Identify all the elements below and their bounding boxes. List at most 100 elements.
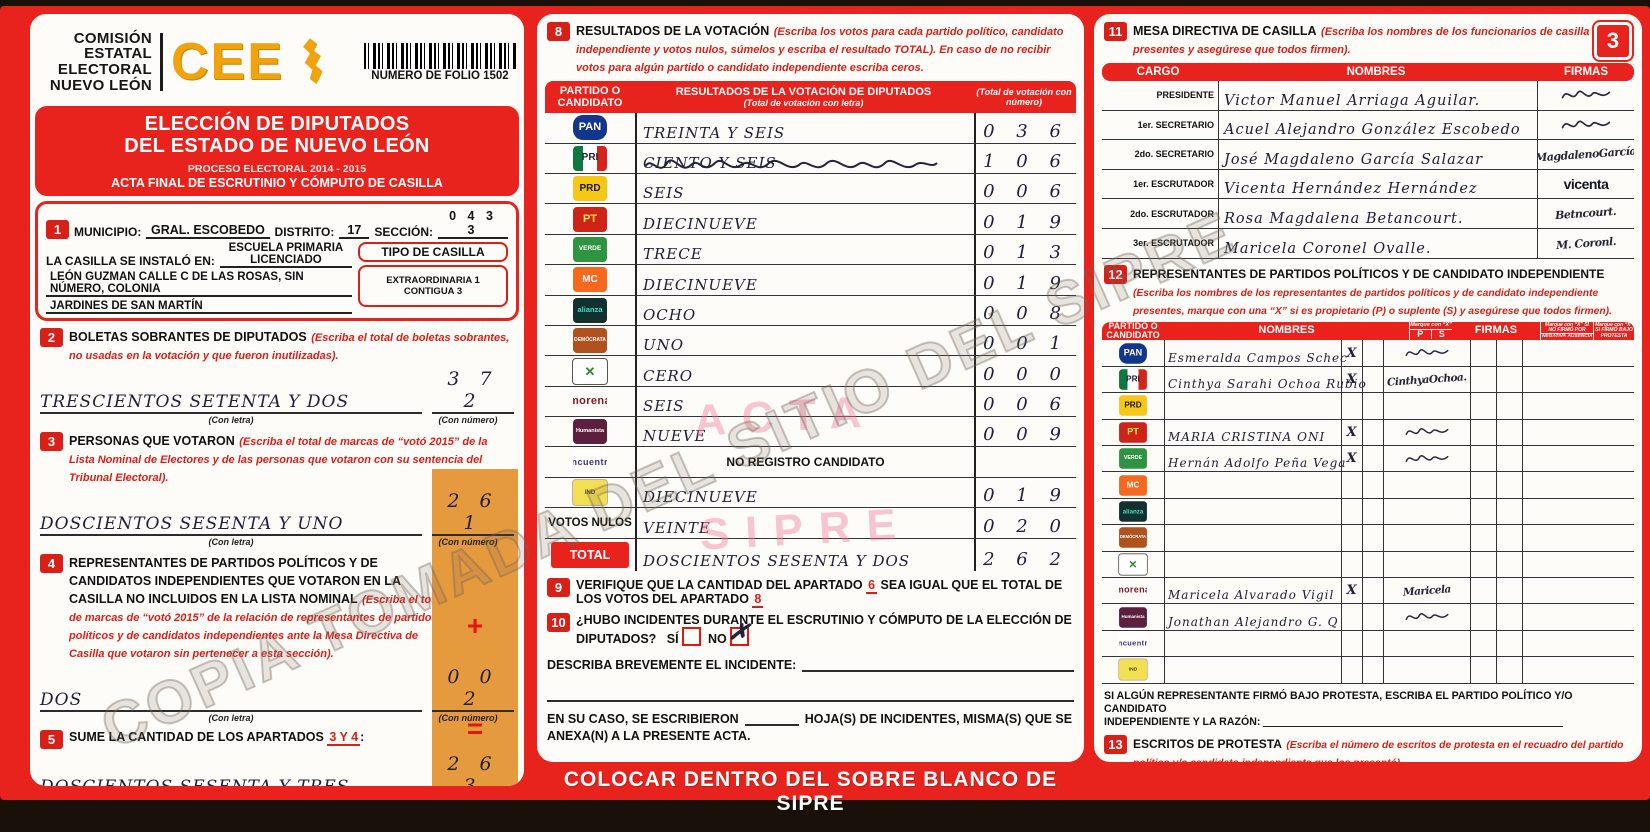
negativa-cell[interactable] (1471, 525, 1497, 551)
ausencia-cell[interactable] (1497, 419, 1523, 445)
negativa-cell[interactable] (1471, 577, 1497, 604)
nombre-field[interactable]: Acuel Alejandro González Escobedo (1219, 110, 1538, 140)
firma-field[interactable] (1384, 446, 1471, 472)
vote-row-numero-field[interactable]: 1 0 6 (983, 150, 1069, 172)
suplente-checkbox[interactable] (1363, 630, 1384, 657)
ausencia-cell[interactable] (1497, 630, 1523, 657)
seccion-value[interactable]: 0 4 3 3 (438, 209, 508, 239)
hojas-count-field[interactable] (744, 710, 799, 726)
incidente-line-1[interactable] (802, 656, 1074, 672)
section-2-letra-field[interactable]: TRESCIENTOS SETENTA Y DOS (40, 390, 422, 414)
vote-row-letra-field[interactable]: DOSCIENTOS SESENTA Y DOS (637, 538, 976, 571)
bajo-protesta-cell[interactable] (1523, 472, 1634, 497)
nombre-field[interactable]: MARIA CRISTINA ONI (1165, 419, 1342, 445)
bajo-protesta-cell[interactable] (1523, 340, 1634, 365)
nombre-field[interactable]: Maricela Alvarado Vigil (1165, 577, 1342, 604)
suplente-checkbox[interactable] (1363, 366, 1384, 393)
vote-row-letra-field[interactable]: SEIS (637, 386, 976, 417)
suplente-checkbox[interactable] (1363, 393, 1384, 419)
bajo-protesta-line[interactable] (1263, 725, 1564, 727)
propietario-checkbox[interactable] (1342, 498, 1363, 525)
ausencia-cell[interactable] (1497, 366, 1523, 393)
ausencia-cell[interactable] (1497, 498, 1523, 525)
firma-field[interactable] (1384, 604, 1471, 630)
nombre-field[interactable]: Victor Manuel Arriaga Aguilar. (1219, 81, 1538, 110)
suplente-checkbox[interactable] (1363, 551, 1384, 577)
suplente-checkbox[interactable] (1363, 525, 1384, 551)
ausencia-cell[interactable] (1497, 657, 1523, 683)
vote-row-numero-field[interactable]: 0 0 6 (983, 394, 1069, 416)
firma-field[interactable]: CinthyaOchoa. (1384, 366, 1471, 393)
section-3-letra-field[interactable]: DOSCIENTOS SESENTA Y UNO (40, 512, 422, 536)
vote-row-numero-field[interactable]: 0 1 3 (983, 242, 1069, 264)
ausencia-cell[interactable] (1497, 340, 1523, 366)
section-5-numero-field[interactable]: 2 6 3 (432, 753, 514, 786)
propietario-checkbox[interactable] (1342, 472, 1363, 498)
vote-row-numero-field[interactable]: 0 3 6 (983, 120, 1069, 142)
negativa-cell[interactable] (1471, 498, 1497, 525)
propietario-checkbox[interactable]: X (1342, 446, 1363, 472)
vote-row-letra-field[interactable]: NO REGISTRO CANDIDATO (637, 447, 976, 477)
bajo-protesta-cell[interactable] (1523, 393, 1634, 418)
no-checkbox[interactable]: ✗ (727, 615, 752, 647)
firma-field[interactable] (1384, 393, 1471, 419)
bajo-protesta-cell[interactable] (1523, 420, 1634, 445)
nombre-field[interactable]: Esmeralda Campos Schec (1165, 340, 1347, 366)
negativa-cell[interactable] (1471, 604, 1497, 630)
propietario-checkbox[interactable] (1342, 551, 1363, 577)
firma-field[interactable]: MagdalenoGarcía (1538, 144, 1634, 165)
vote-row-letra-field[interactable]: VEINTE (637, 508, 976, 538)
vote-row-letra-field[interactable]: DIECINUEVE (637, 477, 976, 508)
firma-field[interactable] (1384, 551, 1471, 577)
ausencia-cell[interactable] (1497, 525, 1523, 551)
vote-row-numero-field[interactable]: 0 0 6 (983, 181, 1069, 203)
ausencia-cell[interactable] (1497, 604, 1523, 630)
nombre-field[interactable] (1165, 393, 1342, 419)
suplente-checkbox[interactable] (1363, 498, 1384, 525)
bajo-protesta-cell[interactable] (1523, 525, 1634, 550)
instalada-line1[interactable]: ESCUELA PRIMARIA LICENCIADO (219, 242, 352, 268)
suplente-checkbox[interactable] (1363, 472, 1384, 498)
bajo-protesta-cell[interactable] (1523, 604, 1634, 629)
bajo-protesta-cell[interactable] (1523, 499, 1634, 524)
negativa-cell[interactable] (1471, 393, 1497, 419)
vote-row-letra-field[interactable]: DIECINUEVE (637, 265, 976, 295)
propietario-checkbox[interactable] (1342, 630, 1363, 657)
negativa-cell[interactable] (1471, 657, 1497, 683)
nombre-field[interactable]: Hernán Adolfo Peña Vega (1165, 446, 1345, 472)
vote-row-letra-field[interactable]: TRECE (637, 234, 976, 265)
vote-row-numero-field[interactable]: 0 1 9 (983, 485, 1069, 507)
propietario-checkbox[interactable]: X (1342, 366, 1363, 393)
firma-field[interactable]: M. Coronl. (1555, 234, 1617, 252)
bajo-protesta-cell[interactable] (1523, 446, 1634, 471)
section-2-numero-field[interactable]: 3 7 2 (432, 368, 514, 414)
propietario-checkbox[interactable] (1342, 393, 1363, 419)
suplente-checkbox[interactable] (1363, 604, 1384, 630)
nombre-field[interactable]: Vicenta Hernández Hernández (1219, 169, 1538, 199)
firma-field[interactable] (1384, 472, 1471, 498)
vote-row-numero-field[interactable]: 0 1 9 (983, 272, 1069, 294)
propietario-checkbox[interactable] (1342, 657, 1363, 683)
vote-row-letra-field[interactable]: NUEVE (637, 417, 976, 447)
firma-field[interactable] (1384, 340, 1471, 366)
vote-row-letra-field[interactable]: CERO (637, 356, 976, 386)
vote-row-numero-field[interactable]: 0 0 9 (983, 424, 1069, 446)
section-4-numero-field[interactable]: 0 0 2 (432, 666, 514, 712)
firma-field[interactable] (1384, 630, 1471, 657)
firma-field[interactable] (1384, 498, 1471, 525)
firma-field[interactable] (1538, 81, 1634, 110)
instalada-line2[interactable]: LEÓN GUZMAN CALLE C DE LAS ROSAS, SIN NÚ… (46, 271, 352, 297)
negativa-cell[interactable] (1471, 340, 1497, 366)
distrito-value[interactable]: 17 (339, 223, 370, 239)
ausencia-cell[interactable] (1497, 446, 1523, 472)
bajo-protesta-cell[interactable] (1523, 631, 1634, 656)
negativa-cell[interactable] (1471, 472, 1497, 498)
section-5-letra-field[interactable]: DOSCIENTOS SESENTA Y TRES (40, 775, 422, 786)
section-4-letra-field[interactable]: DOS (40, 688, 422, 712)
propietario-checkbox[interactable]: X (1342, 419, 1363, 445)
suplente-checkbox[interactable] (1363, 340, 1384, 366)
vote-row-numero-field[interactable]: 0 1 9 (983, 211, 1069, 233)
propietario-checkbox[interactable]: X (1342, 340, 1363, 366)
nombre-field[interactable] (1165, 472, 1342, 498)
vote-row-letra-field[interactable]: UNO (637, 325, 976, 356)
